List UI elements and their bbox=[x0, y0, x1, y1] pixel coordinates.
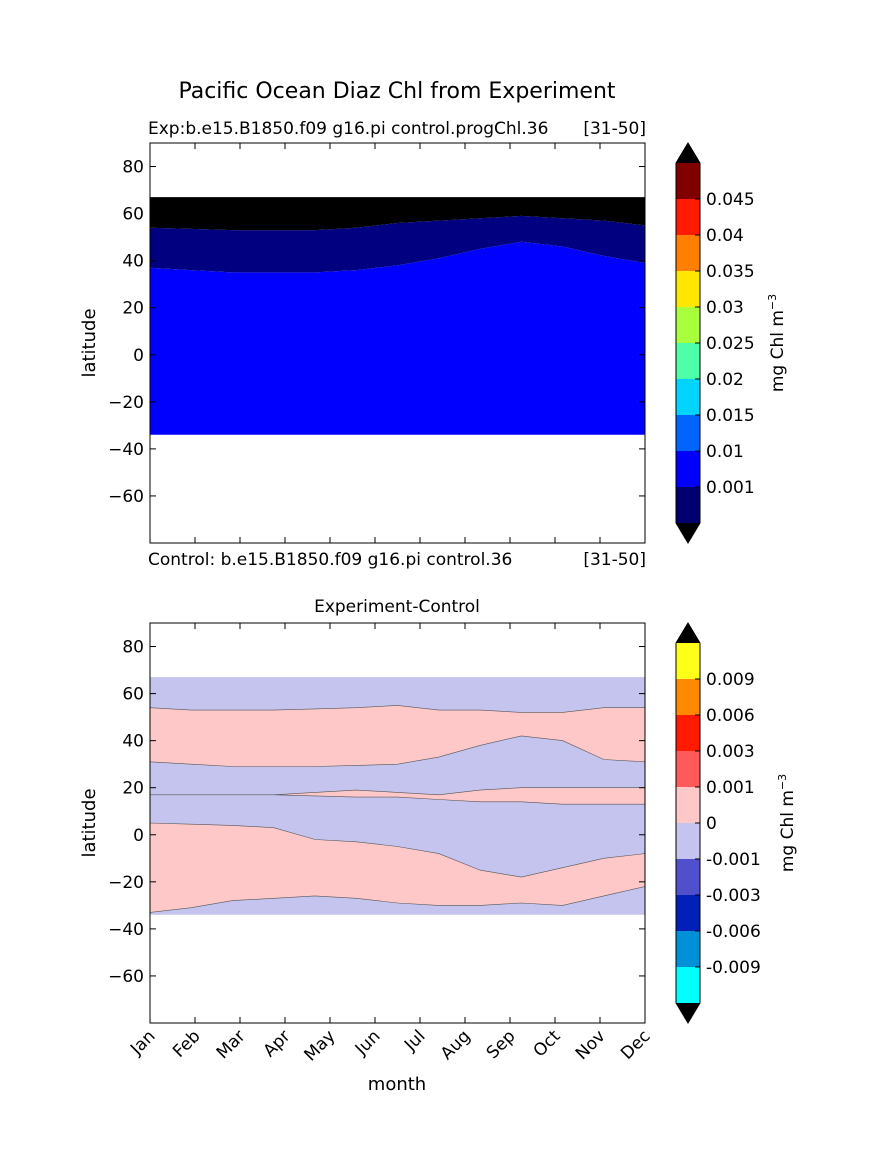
colorbar-tick-label: 0 bbox=[706, 814, 717, 834]
colorbar-tick-label: -0.009 bbox=[706, 958, 761, 978]
difference-colorbar: -0.009 -0.006 -0.003 -0.001 0 0.001 0.003 0.006… bbox=[675, 622, 761, 1024]
experiment-panel: Exp:b.e15.B1850.f09 g16.pi control.progC… bbox=[79, 119, 788, 570]
difference-panel: Experiment-Control 80 60 40 20 0 −20 −40 −60 Ja… bbox=[79, 597, 798, 1095]
colorbar-segment bbox=[676, 199, 700, 235]
colorbar-tick-label: 0.04 bbox=[706, 226, 744, 246]
y-tick-label: 20 bbox=[122, 299, 144, 319]
colorbar-segment bbox=[676, 451, 700, 487]
difference-ylabel: latitude bbox=[79, 788, 100, 857]
colorbar-tick-label: 0.006 bbox=[706, 706, 755, 726]
colorbar-tick-label: 0.045 bbox=[706, 190, 755, 210]
difference-y-ticks: 80 60 40 20 0 −20 −40 −60 bbox=[108, 638, 645, 987]
colorbar-segment bbox=[676, 715, 700, 751]
colorbar-segment bbox=[676, 859, 700, 895]
y-tick-label: 0 bbox=[133, 826, 144, 846]
experiment-y-ticks: 80 60 40 20 0 −20 −40 −60 bbox=[108, 158, 645, 507]
colorbar-segment bbox=[676, 415, 700, 451]
y-tick-label: −40 bbox=[108, 440, 144, 460]
colorbar-segment bbox=[676, 967, 700, 1003]
colorbar-segment bbox=[676, 931, 700, 967]
colorbar-tick-label: 0.02 bbox=[706, 370, 744, 390]
difference-colorbar-label: mg Chl m−3 bbox=[776, 774, 798, 872]
experiment-axes-frame bbox=[149, 142, 646, 544]
x-tick-label: Oct bbox=[530, 1026, 565, 1061]
y-tick-label: −60 bbox=[108, 487, 144, 507]
colorbar-tick-label: 0.015 bbox=[706, 406, 755, 426]
colorbar-segment bbox=[676, 751, 700, 787]
experiment-colorbar: 0.001 0.01 0.015 0.02 0.025 0.03 0.035 0.04 0.04… bbox=[675, 142, 755, 544]
field-region-2 bbox=[150, 197, 645, 231]
colorbar-segment bbox=[676, 643, 700, 679]
y-tick-label: 20 bbox=[122, 779, 144, 799]
colorbar-segment bbox=[676, 343, 700, 379]
colorbar-tick-label: 0.03 bbox=[706, 298, 744, 318]
x-tick-label: Apr bbox=[260, 1026, 295, 1061]
x-tick-label: Sep bbox=[483, 1026, 520, 1063]
experiment-ylabel: latitude bbox=[79, 308, 100, 377]
field-region-1 bbox=[150, 215, 645, 273]
colorbar-over-arrow bbox=[676, 623, 700, 643]
x-tick-label: May bbox=[301, 1026, 340, 1065]
x-tick-label: Jul bbox=[400, 1026, 429, 1055]
y-tick-label: 40 bbox=[122, 732, 144, 752]
y-tick-label: 60 bbox=[122, 205, 144, 225]
colorbar-outline bbox=[675, 142, 701, 544]
colorbar-under-arrow bbox=[676, 1003, 700, 1023]
colorbar-over-arrow bbox=[676, 143, 700, 163]
experiment-field bbox=[150, 197, 645, 435]
colorbar-under-arrow bbox=[676, 523, 700, 543]
experiment-colorbar-label: mg Chl m−3 bbox=[766, 294, 788, 392]
figure-suptitle: Pacific Ocean Diaz Chl from Experiment bbox=[178, 79, 615, 104]
x-tick-label: Aug bbox=[437, 1026, 475, 1064]
difference-axes-frame bbox=[149, 622, 646, 1024]
x-tick-label: Mar bbox=[213, 1026, 250, 1063]
y-tick-label: 40 bbox=[122, 252, 144, 272]
y-tick-label: −20 bbox=[108, 873, 144, 893]
y-tick-label: 80 bbox=[122, 638, 144, 658]
x-tick-label: Nov bbox=[572, 1026, 610, 1064]
colorbar-tick-label: 0.025 bbox=[706, 334, 755, 354]
colorbar-tick-label: 0.009 bbox=[706, 670, 755, 690]
colorbar-segment bbox=[676, 163, 700, 199]
difference-xlabel: month bbox=[368, 1074, 426, 1095]
colorbar-segment bbox=[676, 895, 700, 931]
colorbar-segment bbox=[676, 679, 700, 715]
colorbar-segment bbox=[676, 235, 700, 271]
y-tick-label: −60 bbox=[108, 967, 144, 987]
y-tick-label: 60 bbox=[122, 685, 144, 705]
control-subtitle-left: Control: b.e15.B1850.f09 g16.pi control.… bbox=[148, 550, 512, 570]
colorbar-tick-label: 0.01 bbox=[706, 442, 744, 462]
y-tick-label: 80 bbox=[122, 158, 144, 178]
colorbar-segment bbox=[676, 787, 700, 823]
colorbar-tick-label: -0.006 bbox=[706, 922, 761, 942]
colorbar-outline bbox=[675, 622, 701, 1024]
colorbar-segment bbox=[676, 271, 700, 307]
x-tick-label: Jun bbox=[351, 1026, 385, 1060]
colorbar-tick-label: 0.035 bbox=[706, 262, 755, 282]
colorbar-tick-label: 0.001 bbox=[706, 778, 755, 798]
colorbar-tick-label: 0.003 bbox=[706, 742, 755, 762]
control-subtitle-right: [31-50] bbox=[583, 550, 646, 570]
field-region-0 bbox=[150, 241, 645, 435]
experiment-title-right: [31-50] bbox=[583, 119, 646, 139]
colorbar-segment bbox=[676, 379, 700, 415]
difference-field bbox=[149, 677, 646, 915]
y-tick-label: 0 bbox=[133, 346, 144, 366]
difference-title: Experiment-Control bbox=[314, 597, 480, 617]
y-tick-label: −40 bbox=[108, 920, 144, 940]
experiment-title-left: Exp:b.e15.B1850.f09 g16.pi control.progC… bbox=[148, 119, 548, 139]
x-tick-label: Jan bbox=[126, 1026, 159, 1059]
colorbar-tick-label: -0.001 bbox=[706, 850, 761, 870]
colorbar-segment bbox=[676, 307, 700, 343]
y-tick-label: −20 bbox=[108, 393, 144, 413]
colorbar-tick-label: 0.001 bbox=[706, 478, 755, 498]
colorbar-tick-label: -0.003 bbox=[706, 886, 761, 906]
x-tick-label: Feb bbox=[169, 1026, 204, 1061]
colorbar-segment bbox=[676, 487, 700, 523]
colorbar-segment bbox=[676, 823, 700, 859]
x-tick-label: Dec bbox=[617, 1026, 654, 1063]
